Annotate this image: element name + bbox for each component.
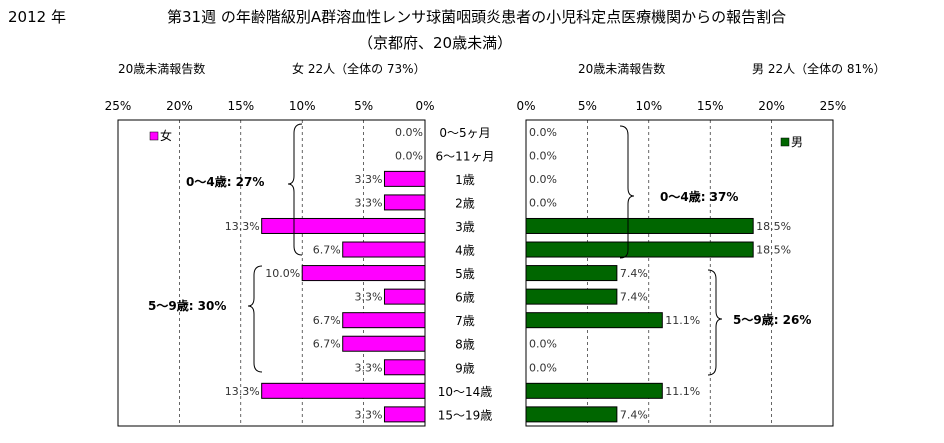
male-data-label: 7.4% [620,267,648,280]
female-bar [383,288,426,305]
female-data-label: 10.0% [265,267,300,280]
female-data-label: 13.3% [225,385,260,398]
female-data-labels: 0.0% 0.0% 3.3% 3.3% 13.3% 6.7% 10.0% 3.3% 6.7% 6.… [225,126,423,422]
female-bar [383,359,426,376]
male-count-label: 20歳未満報告数 [578,61,665,76]
category-label: 6歳 [455,291,475,305]
male-data-label: 18.5% [756,220,791,233]
male-data-label: 0.0% [529,126,557,139]
male-bar [525,312,663,329]
male-bar [525,406,618,423]
female-panel: 0% 5% 10% 15% 20% 25% 0.0% 0.0% 3.3% 3.3% 13.3% 6.… [105,99,435,427]
male-data-label: 0.0% [529,361,557,374]
male-brace-0-4 [619,125,635,259]
category-label: 0～5ヶ月 [439,126,490,140]
female-tick-label: 10% [289,99,316,113]
male-data-label: 0.0% [529,149,557,162]
male-summary: 男 22人（全体の 81%） [752,61,886,76]
female-bar [261,382,426,399]
male-axis-ticks: 0% 5% 10% 15% 20% 25% [516,99,846,113]
female-data-label: 3.3% [355,173,383,186]
category-label: 4歳 [455,244,475,258]
female-bar [342,335,426,352]
female-data-label: 6.7% [313,338,341,351]
male-tick-label: 15% [697,99,724,113]
category-labels: 0～5ヶ月 6～11ヶ月 1歳 2歳 3歳 4歳 5歳 6歳 7歳 8歳 9歳 10～14歳 15～19… [436,126,495,423]
category-label: 3歳 [455,220,475,234]
female-data-label: 3.3% [355,361,383,374]
female-data-label: 6.7% [313,244,341,257]
female-tick-label: 25% [105,99,132,113]
male-panel: 0% 5% 10% 15% 20% 25% 0.0% 0.0% 0.0% 0.0% 18.5% 18… [516,99,846,427]
female-summary: 女 22人（全体の 73%） [292,61,426,76]
female-bar [301,265,426,282]
female-bar [383,170,426,187]
female-group-0-4-label: 0～4歳: 27% [186,174,264,189]
male-tick-label: 5% [578,99,597,113]
female-data-label: 0.0% [395,149,423,162]
female-bars [261,170,426,423]
male-tick-label: 10% [635,99,662,113]
female-tick-label: 5% [354,99,373,113]
male-data-label: 0.0% [529,173,557,186]
male-bars [525,217,754,423]
category-label: 15～19歳 [438,408,493,422]
female-bar [261,217,426,234]
male-data-label: 0.0% [529,338,557,351]
male-group-0-4-label: 0～4歳: 37% [660,189,738,204]
female-count-label: 20歳未満報告数 [118,61,205,76]
female-bar [342,241,426,258]
male-data-label: 0.0% [529,196,557,209]
female-bar [342,312,426,329]
male-bar [525,288,618,305]
male-data-label: 18.5% [756,244,791,257]
category-label: 2歳 [455,196,475,210]
female-bar [383,194,426,211]
female-legend-label: 女 [160,128,172,143]
male-data-label: 11.1% [665,314,700,327]
male-tick-label: 20% [758,99,785,113]
male-bar [525,382,663,399]
male-legend-label: 男 [791,135,803,149]
male-data-label: 7.4% [620,291,648,304]
male-group-5-9-label: 5～9歳: 26% [733,312,811,327]
female-group-5-9-label: 5～9歳: 30% [148,298,226,313]
female-data-label: 13.3% [225,220,260,233]
category-label: 8歳 [455,338,475,352]
category-label: 6～11ヶ月 [436,149,495,163]
male-legend-swatch [780,137,790,147]
male-tick-label: 0% [516,99,535,113]
female-tick-label: 0% [415,99,434,113]
female-data-label: 0.0% [395,126,423,139]
female-data-label: 6.7% [313,314,341,327]
female-data-label: 3.3% [355,408,383,421]
male-data-label: 7.4% [620,408,648,421]
category-label: 10～14歳 [438,385,493,399]
male-tick-label: 25% [820,99,847,113]
chart-title: 第31週 の年齢階級別A群溶血性レンサ球菌咽頭炎患者の小児科定点医療機関からの報… [167,8,786,26]
male-bar [525,265,618,282]
female-data-label: 3.3% [355,196,383,209]
female-axis-ticks: 0% 5% 10% 15% 20% 25% [105,99,435,113]
female-brace-0-4 [287,123,303,256]
female-data-label: 3.3% [355,291,383,304]
female-bar [383,406,426,423]
chart-subtitle: （京都府、20歳未満） [358,34,512,52]
male-brace-5-9 [707,269,723,376]
category-label: 9歳 [455,361,475,375]
category-label: 7歳 [455,314,475,328]
male-data-label: 11.1% [665,385,700,398]
male-bar [525,241,754,258]
category-label: 1歳 [455,173,475,187]
year-label: 2012 年 [8,8,66,26]
female-tick-label: 15% [227,99,254,113]
male-data-labels: 0.0% 0.0% 0.0% 0.0% 18.5% 18.5% 7.4% 7.4% 11.1% 0… [529,126,791,422]
female-legend-swatch [149,131,159,141]
female-brace-5-9 [247,265,263,373]
category-label: 5歳 [455,267,475,281]
male-bar [525,217,754,234]
female-tick-label: 20% [166,99,193,113]
